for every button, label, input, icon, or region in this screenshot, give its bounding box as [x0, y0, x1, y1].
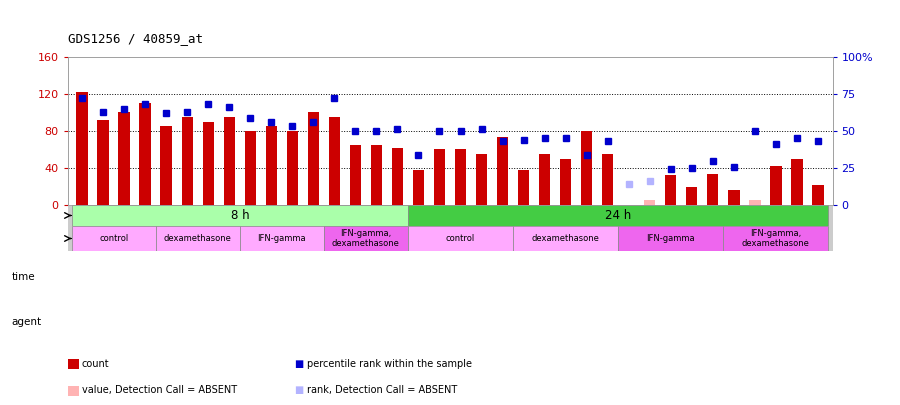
Bar: [119, 112, 130, 205]
Bar: [223, 117, 235, 205]
Text: control: control: [446, 234, 475, 243]
Text: time: time: [12, 273, 35, 282]
Bar: [686, 187, 698, 205]
Text: 24 h: 24 h: [605, 209, 631, 222]
Bar: [72, 205, 408, 226]
Bar: [308, 112, 320, 205]
Bar: [392, 147, 403, 205]
Bar: [408, 226, 513, 251]
Bar: [618, 226, 724, 251]
Bar: [770, 166, 781, 205]
Text: dexamethasone: dexamethasone: [532, 234, 599, 243]
Bar: [239, 226, 324, 251]
Text: IFN-gamma,
dexamethasone: IFN-gamma, dexamethasone: [742, 229, 810, 248]
Text: value, Detection Call = ABSENT: value, Detection Call = ABSENT: [82, 385, 237, 395]
Bar: [202, 122, 214, 205]
Bar: [791, 159, 803, 205]
Bar: [454, 149, 466, 205]
Bar: [518, 170, 529, 205]
Text: count: count: [82, 359, 110, 369]
Bar: [728, 190, 740, 205]
Bar: [476, 154, 487, 205]
Text: control: control: [99, 234, 129, 243]
Bar: [286, 131, 298, 205]
Text: rank, Detection Call = ABSENT: rank, Detection Call = ABSENT: [307, 385, 457, 395]
Bar: [324, 226, 408, 251]
Bar: [140, 103, 151, 205]
Bar: [160, 126, 172, 205]
Bar: [97, 120, 109, 205]
Bar: [434, 149, 446, 205]
Bar: [560, 159, 572, 205]
Text: 8 h: 8 h: [230, 209, 249, 222]
Bar: [349, 145, 361, 205]
Bar: [724, 226, 828, 251]
Text: ■: ■: [294, 385, 303, 395]
Bar: [706, 174, 718, 205]
Bar: [812, 185, 824, 205]
Text: IFN-gamma: IFN-gamma: [646, 234, 695, 243]
Bar: [156, 226, 239, 251]
Text: agent: agent: [12, 317, 41, 327]
Bar: [580, 131, 592, 205]
Bar: [182, 117, 194, 205]
Text: GDS1256 / 40859_at: GDS1256 / 40859_at: [68, 32, 203, 45]
Bar: [72, 226, 156, 251]
Bar: [539, 154, 551, 205]
Bar: [497, 137, 508, 205]
Bar: [665, 175, 677, 205]
Bar: [266, 126, 277, 205]
Bar: [413, 170, 424, 205]
Bar: [371, 145, 382, 205]
Text: ■: ■: [294, 359, 303, 369]
Bar: [644, 200, 655, 205]
Bar: [513, 226, 618, 251]
Text: IFN-gamma,
dexamethasone: IFN-gamma, dexamethasone: [332, 229, 400, 248]
Text: IFN-gamma: IFN-gamma: [257, 234, 306, 243]
Text: dexamethasone: dexamethasone: [164, 234, 231, 243]
Text: percentile rank within the sample: percentile rank within the sample: [307, 359, 472, 369]
Bar: [328, 117, 340, 205]
Bar: [245, 131, 256, 205]
Bar: [76, 92, 88, 205]
Bar: [749, 200, 760, 205]
Bar: [602, 154, 614, 205]
Bar: [408, 205, 828, 226]
